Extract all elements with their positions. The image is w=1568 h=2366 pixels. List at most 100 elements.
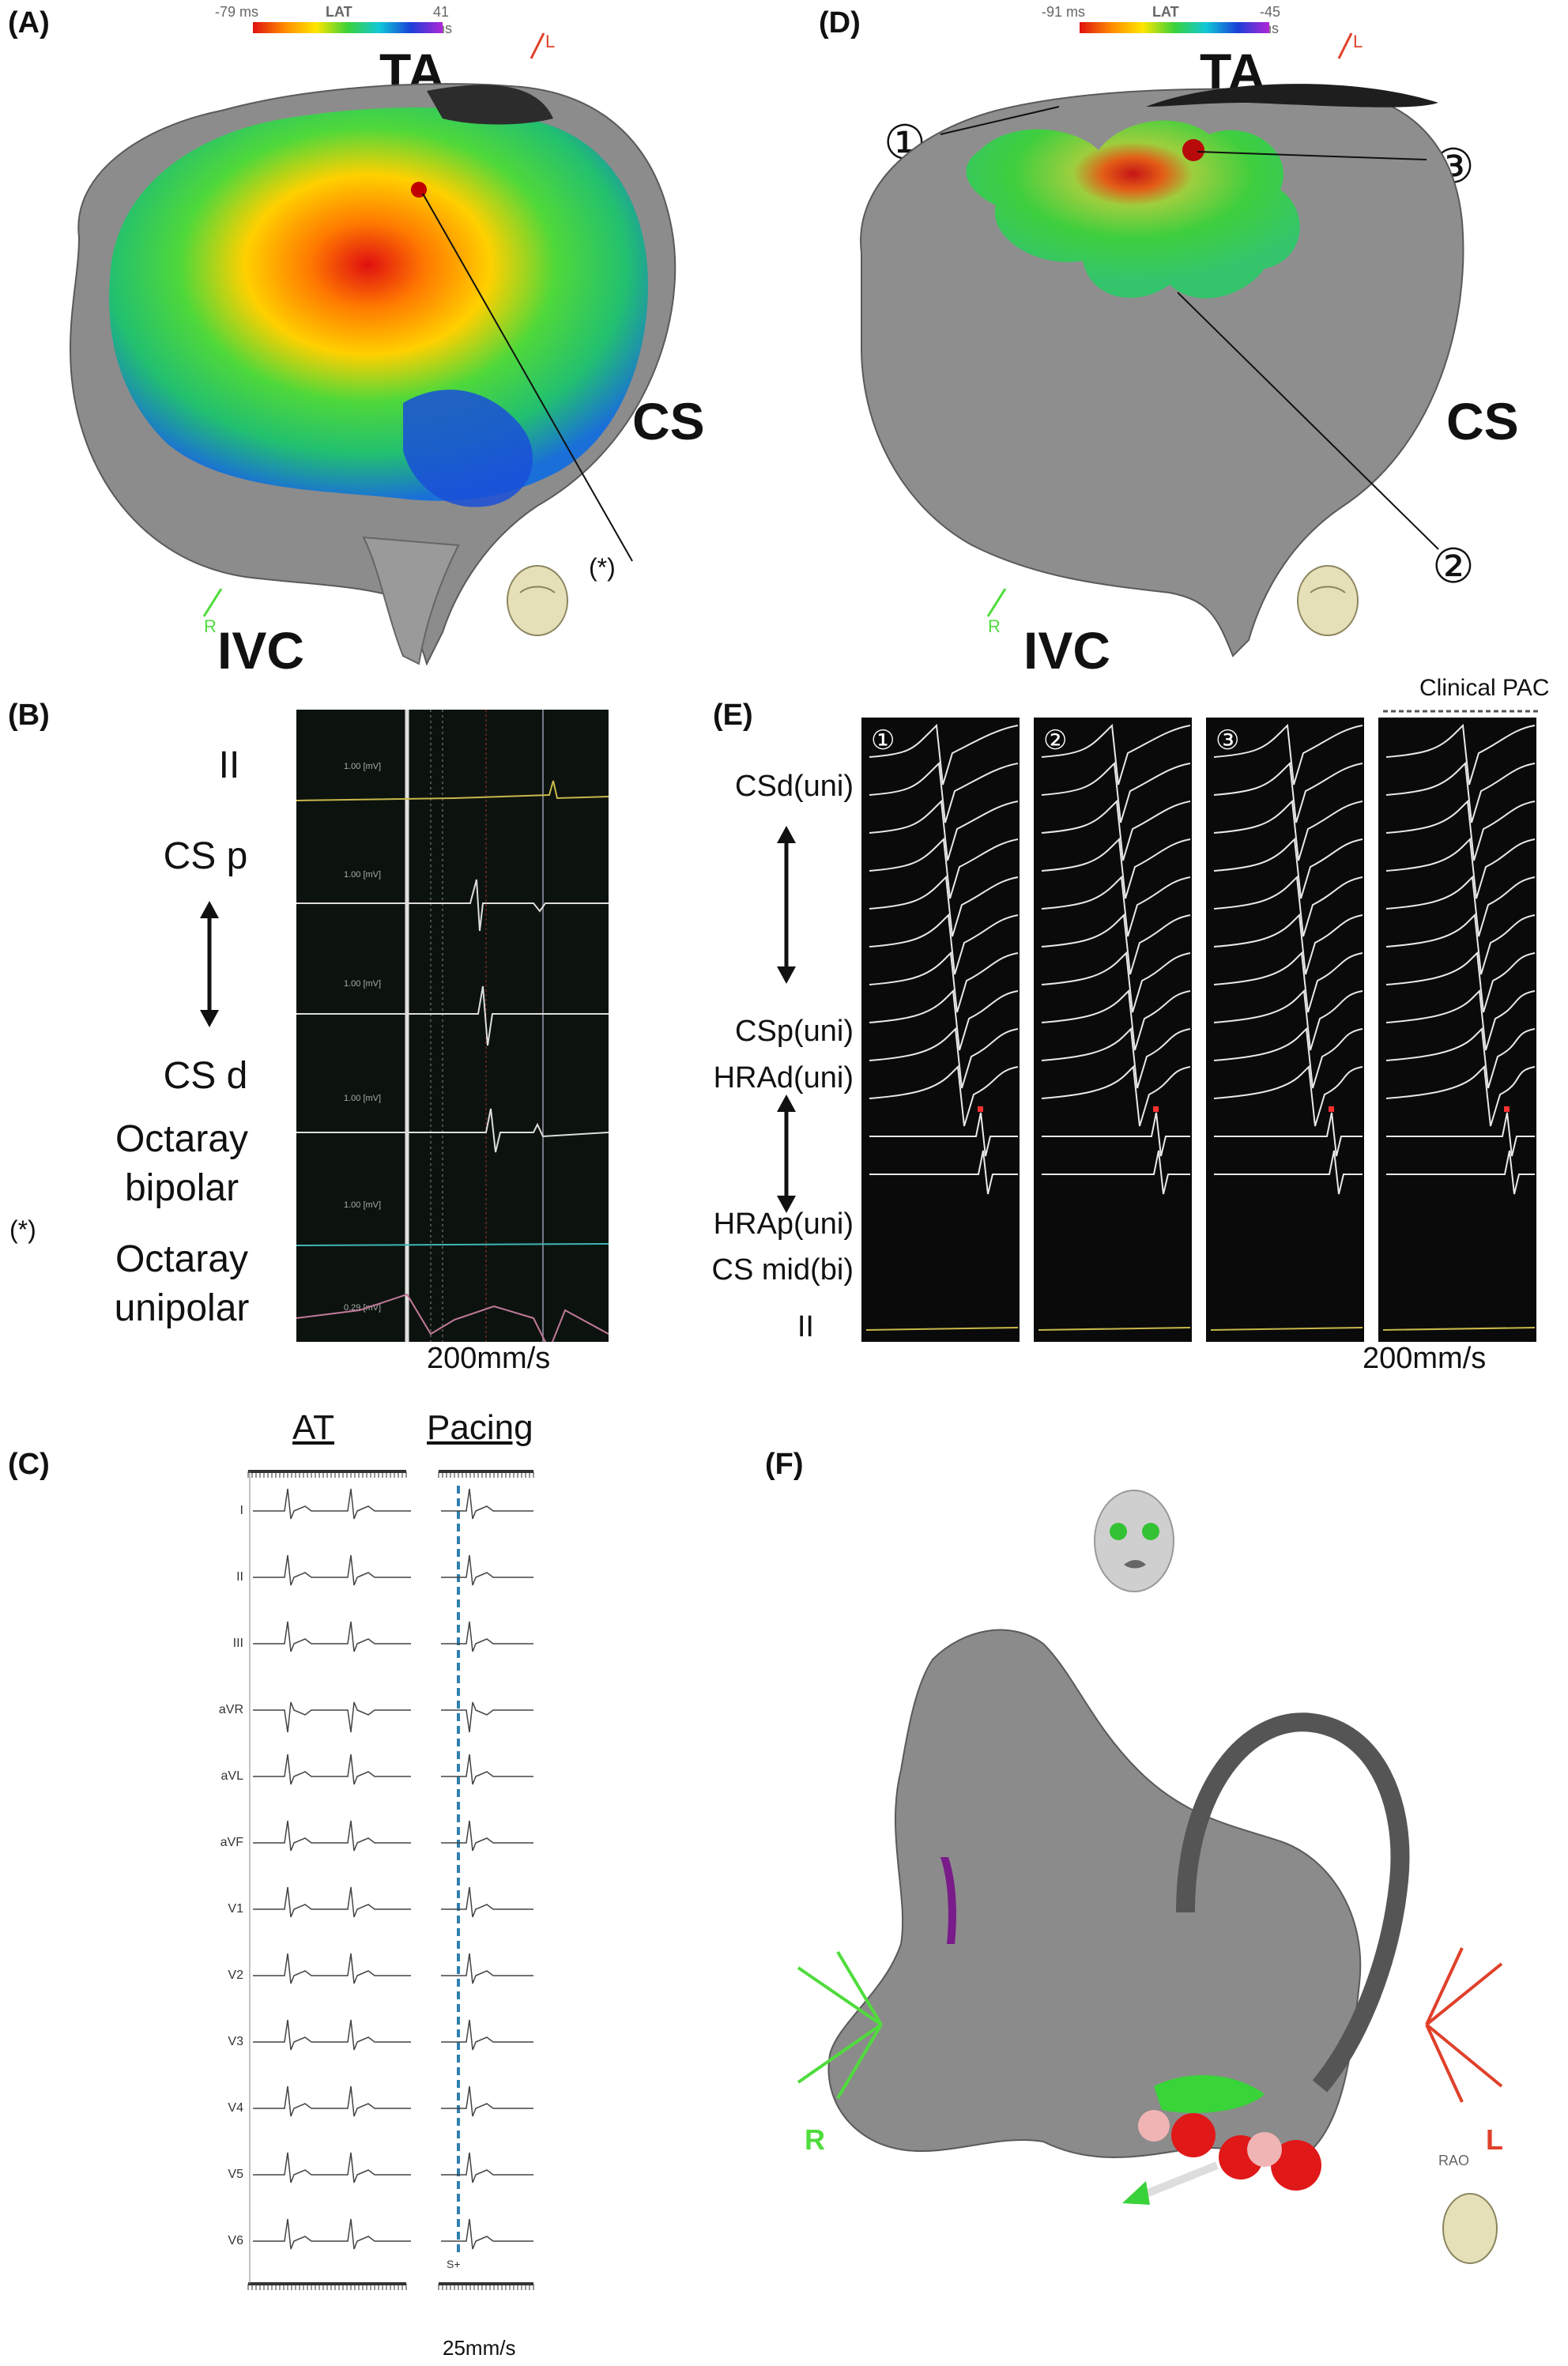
panel-a-color-scale: -79 ms LAT 41 ms	[215, 4, 452, 36]
ecg-trace-pacing	[441, 1820, 533, 1852]
ecg-trace-at	[253, 1754, 411, 1785]
ecg-trace-pacing	[441, 2085, 533, 2117]
row-cs-p: CS p	[163, 835, 248, 877]
pointer-1	[940, 106, 1060, 135]
row-csd-uni: CSd(uni)	[735, 770, 854, 803]
row-hrap-uni: HRAp(uni)	[713, 1207, 854, 1241]
ecg-trace-at	[253, 1886, 411, 1918]
egm-trace	[1041, 837, 1191, 899]
egm-trace	[1385, 913, 1536, 975]
lead-label: aVL	[221, 1769, 244, 1783]
egm-trace	[1386, 1112, 1535, 1157]
egm-window-1: ①	[861, 718, 1020, 1342]
egm-trace	[1041, 875, 1191, 937]
panel-d-label: (D)	[819, 6, 861, 40]
egm-trace	[869, 951, 1019, 1013]
scale-ch1: 1.00 [mV]	[344, 762, 381, 771]
lead-label: V3	[228, 2035, 243, 2048]
landmark-ivc: IVC	[1023, 621, 1111, 680]
ablation-dot-4	[1138, 2110, 1170, 2142]
egm-trace	[1213, 951, 1363, 1013]
activation-marker	[978, 1106, 983, 1112]
egm-trace-ii	[865, 1327, 1019, 1331]
lead-label: V2	[228, 1969, 243, 1982]
panel-d-color-scale: -91 ms LAT -45 ms	[1042, 4, 1280, 36]
ecg-trace-at	[253, 1554, 411, 1586]
axis-l-text: L	[1353, 32, 1363, 51]
egm-trace	[1385, 723, 1536, 786]
egm-window-2: ②	[1034, 718, 1192, 1342]
row-ii: II	[797, 1310, 814, 1343]
panel-b-egm: 1.00 [mV] 1.00 [mV] 1.00 [mV] 1.00 [mV] …	[296, 710, 609, 1342]
lead-label: V4	[228, 2101, 243, 2115]
double-arrow	[200, 901, 219, 1027]
egm-trace	[1041, 1064, 1191, 1127]
egm-trace	[869, 837, 1019, 899]
panel-e-label: (E)	[713, 699, 753, 732]
egm-trace	[1042, 1150, 1190, 1195]
axis-r-glyph	[986, 588, 1007, 617]
egm-trace	[1213, 837, 1363, 899]
egm-trace	[1041, 951, 1191, 1013]
ecg-trace-pacing	[441, 1754, 533, 1785]
egm-trace	[1213, 761, 1363, 823]
catheter-arrow	[1136, 2161, 1219, 2201]
c-speed: 25mm/s	[443, 2336, 516, 2360]
double-arrow-2	[777, 1094, 796, 1213]
ablation-dot-5	[1247, 2132, 1282, 2167]
lead-label: aVF	[220, 1836, 244, 1849]
lead-label: III	[233, 1637, 243, 1650]
trace-octaray-uni	[296, 1293, 609, 1342]
scale-ch5: 1.00 [mV]	[344, 1200, 381, 1210]
row-ii: II	[218, 744, 240, 786]
heart-icon	[1442, 2193, 1498, 2264]
trace-octaray-bip	[296, 1243, 609, 1246]
row-octaray-bip-1: Octaray	[115, 1118, 249, 1160]
egm-trace	[869, 913, 1019, 975]
axis-r-glyph	[797, 1950, 883, 2100]
ecg-trace-at	[253, 2152, 411, 2183]
egm-trace	[869, 799, 1019, 861]
egm-trace	[869, 1112, 1018, 1157]
ecg-trace-at	[253, 2085, 411, 2117]
egm-trace	[1385, 1027, 1536, 1089]
ecg-trace-pacing	[441, 1953, 533, 1984]
pointer-3	[1197, 151, 1427, 160]
activation-marker	[1329, 1106, 1334, 1112]
ivc-tube	[362, 536, 460, 665]
scale-min: -91 ms	[1042, 4, 1086, 20]
ecg-trace-pacing	[441, 1886, 533, 1918]
ablation-dot-1	[1171, 2113, 1216, 2157]
ecg-trace-pacing	[441, 2019, 533, 2051]
lead-label: I	[240, 1504, 243, 1517]
green-ablation-region	[1154, 2075, 1265, 2113]
egm-trace	[1385, 951, 1536, 1013]
egm-trace	[869, 1064, 1019, 1127]
panel-a-label: (A)	[8, 6, 50, 40]
scale-ch4: 1.00 [mV]	[344, 1094, 381, 1103]
activation-marker	[1153, 1106, 1159, 1112]
row-octaray-uni-1: Octaray	[115, 1238, 249, 1280]
row-cs-d: CS d	[163, 1055, 248, 1097]
scale-ch2: 1.00 [mV]	[344, 870, 381, 880]
row-octaray-uni-2: unipolar	[114, 1287, 250, 1329]
purple-stripe	[940, 1857, 956, 1944]
egm-trace	[1041, 761, 1191, 823]
egm-trace	[1213, 913, 1363, 975]
asterisk-marker: (*)	[589, 553, 616, 582]
ecg-trace-at	[253, 1820, 411, 1852]
head-icon-orientation	[1094, 1490, 1174, 1592]
egm-trace-ii	[1210, 1327, 1363, 1331]
egm-trace	[869, 989, 1019, 1051]
egm-trace	[1385, 1064, 1536, 1127]
lead-label: V1	[228, 1902, 243, 1916]
color-bar	[1080, 22, 1269, 33]
clinical-pac-label: Clinical PAC	[1419, 675, 1550, 701]
panel-f-label: (F)	[765, 1448, 804, 1481]
scale-title: LAT	[1152, 4, 1179, 20]
ablation-dot-3	[1271, 2140, 1321, 2191]
axis-r-text: R	[805, 2123, 825, 2156]
egm-trace	[1041, 989, 1191, 1051]
torso-icon	[507, 565, 568, 636]
egm-trace-ii	[1382, 1327, 1536, 1331]
